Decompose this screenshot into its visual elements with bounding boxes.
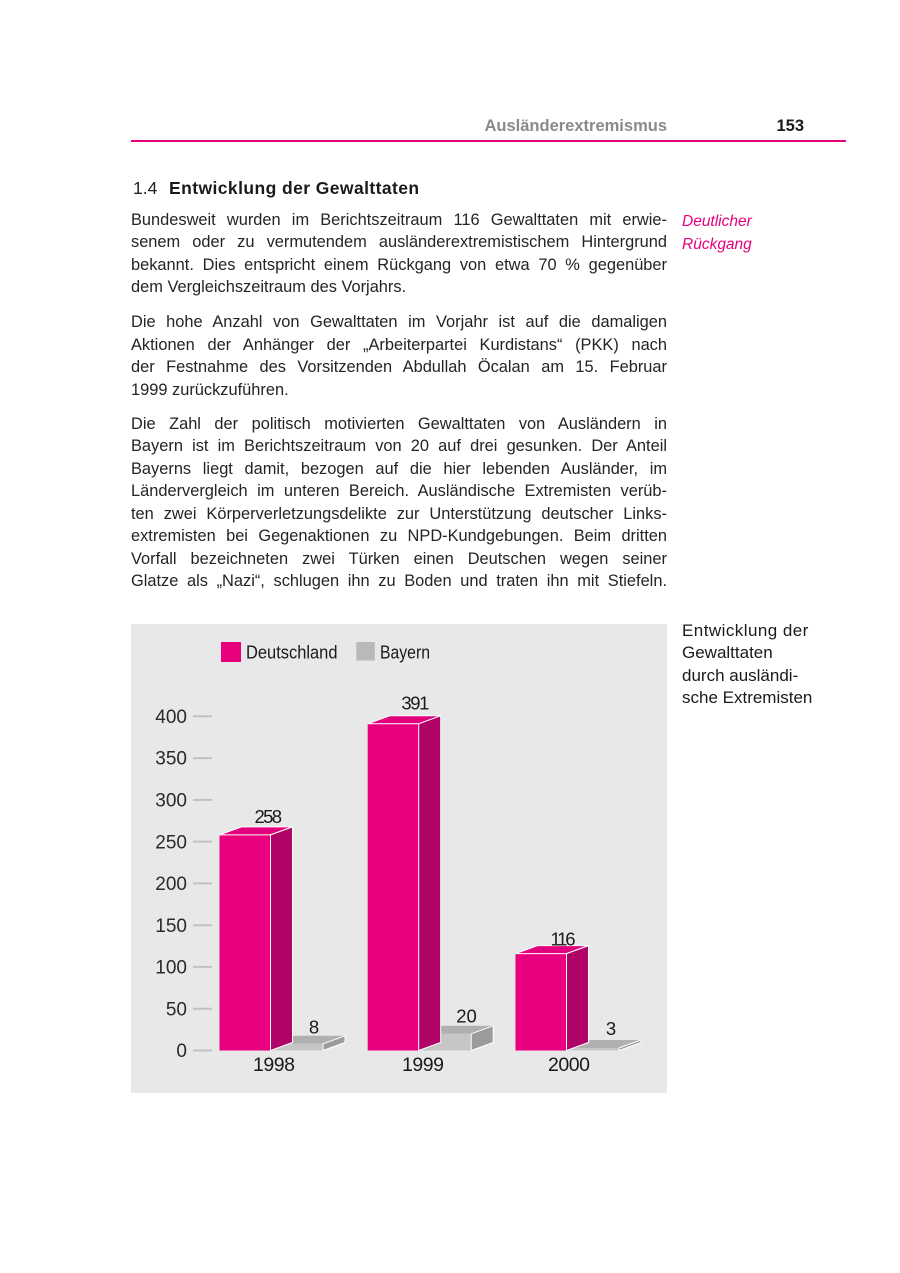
svg-text:400: 400 bbox=[155, 707, 187, 728]
svg-text:3: 3 bbox=[606, 1018, 616, 1039]
svg-text:250: 250 bbox=[155, 832, 187, 853]
svg-text:Bayern: Bayern bbox=[380, 643, 430, 663]
svg-text:0: 0 bbox=[176, 1041, 187, 1062]
svg-text:350: 350 bbox=[155, 749, 187, 770]
svg-text:Deutschland: Deutschland bbox=[246, 643, 338, 663]
svg-text:150: 150 bbox=[155, 916, 187, 937]
svg-text:8: 8 bbox=[309, 1016, 319, 1037]
svg-text:1999: 1999 bbox=[402, 1054, 444, 1076]
svg-text:300: 300 bbox=[155, 791, 187, 812]
svg-text:20: 20 bbox=[456, 1006, 477, 1027]
svg-text:2000: 2000 bbox=[548, 1054, 590, 1076]
svg-text:1998: 1998 bbox=[253, 1054, 295, 1076]
svg-text:100: 100 bbox=[155, 958, 187, 979]
svg-text:50: 50 bbox=[166, 999, 187, 1020]
svg-text:391: 391 bbox=[401, 693, 429, 714]
svg-text:200: 200 bbox=[155, 874, 187, 895]
svg-text:258: 258 bbox=[255, 806, 282, 827]
svg-text:116: 116 bbox=[551, 929, 576, 950]
